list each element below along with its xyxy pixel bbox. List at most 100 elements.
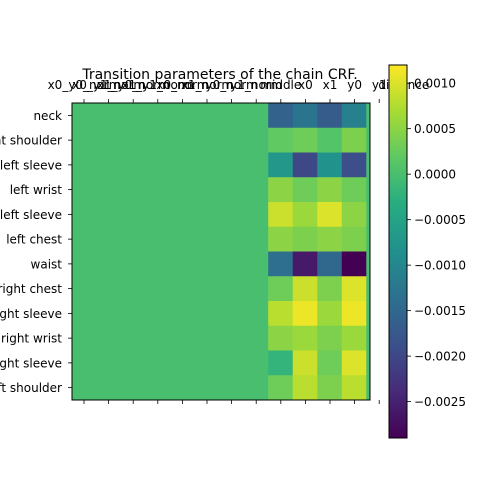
heatmap-cell — [170, 202, 196, 228]
heatmap-cell — [72, 226, 98, 252]
heatmap-cell — [145, 177, 171, 203]
heatmap-cell — [268, 251, 294, 277]
heatmap-cell — [194, 177, 220, 203]
heatmap-cell — [121, 127, 147, 153]
heatmap-cell — [145, 251, 171, 277]
heatmap-cell — [317, 325, 343, 351]
heatmap-cell — [170, 152, 196, 178]
heatmap-cell — [341, 127, 367, 153]
heatmap-cell — [72, 350, 98, 376]
heatmap-cell — [317, 276, 343, 302]
heatmap-cell — [243, 127, 269, 153]
heatmap-cell — [366, 276, 370, 302]
heatmap-cell — [243, 325, 269, 351]
heatmap-cell — [243, 375, 269, 401]
heatmap-cell — [72, 375, 98, 401]
x-tick-label: middle — [260, 78, 301, 92]
heatmap-cell — [194, 202, 220, 228]
heatmap-cell — [317, 103, 343, 129]
heatmap-cell — [72, 276, 98, 302]
heatmap-cell — [292, 325, 318, 351]
heatmap-cell — [268, 350, 294, 376]
heatmap-cell — [96, 127, 122, 153]
heatmap-cell — [317, 375, 343, 401]
heatmap-cell — [121, 177, 147, 203]
heatmap-cell — [268, 375, 294, 401]
heatmap-cell — [121, 301, 147, 327]
heatmap-cell — [170, 251, 196, 277]
heatmap-cell — [194, 301, 220, 327]
colorbar-tick-label: −0.0025 — [414, 395, 466, 409]
heatmap-cell — [317, 350, 343, 376]
heatmap-cell — [317, 202, 343, 228]
colorbar-tick-label: −0.0005 — [414, 213, 466, 227]
heatmap-cell — [96, 325, 122, 351]
heatmap-cell — [194, 226, 220, 252]
heatmap-cell — [219, 251, 245, 277]
heatmap-cell — [170, 127, 196, 153]
heatmap-cell — [341, 177, 367, 203]
heatmap-cell — [341, 103, 367, 129]
heatmap-cell — [341, 276, 367, 302]
heatmap-cell — [72, 127, 98, 153]
heatmap-cell — [243, 301, 269, 327]
heatmap-cell — [341, 375, 367, 401]
x-tick-label: y1 — [372, 78, 387, 92]
heatmap-cell — [145, 325, 171, 351]
heatmap-cell — [268, 226, 294, 252]
colorbar: 0.0010 0.0005 0.0000 −0.0005 −0.0010 −0.0015 −… — [388, 64, 466, 439]
heatmap-cell — [292, 127, 318, 153]
y-tick-label: right chest — [0, 282, 62, 296]
colorbar-tick-label: −0.0010 — [414, 259, 466, 273]
heatmap-cell — [219, 276, 245, 302]
x-tick-label: x1 — [323, 78, 338, 92]
heatmap-cell — [121, 226, 147, 252]
heatmap-cell — [219, 152, 245, 178]
heatmap-cell — [121, 276, 147, 302]
y-tick-labels: neck right shoulder left sleeve left wrist l… — [0, 109, 72, 395]
heatmap-cell — [121, 202, 147, 228]
heatmap-cell — [145, 202, 171, 228]
heatmap-cell — [145, 152, 171, 178]
heatmap-cell — [121, 325, 147, 351]
colorbar-tick-label: 0.0010 — [414, 77, 456, 91]
heatmap-cell — [317, 301, 343, 327]
heatmap-cell — [292, 350, 318, 376]
y-tick-label: left chest — [6, 233, 62, 247]
heatmap-cell — [121, 375, 147, 401]
y-tick-label: left wrist — [10, 183, 63, 197]
heatmap-cell — [170, 375, 196, 401]
heatmap-cell — [243, 103, 269, 129]
heatmap-cell — [96, 251, 122, 277]
y-tick-label: left sleeve — [0, 158, 62, 172]
x-tick-labels: x0_y0_normx0_y1_normx1_y0_normx1_y1_norm… — [48, 78, 429, 404]
heatmap-cell — [317, 177, 343, 203]
heatmap-cell — [292, 103, 318, 129]
heatmap-cell — [194, 127, 220, 153]
x-tick-label: x0_norm — [156, 78, 208, 92]
heatmap-cells — [72, 103, 370, 401]
heatmap-cell — [268, 177, 294, 203]
heatmap-cell — [292, 276, 318, 302]
heatmap-cell — [170, 103, 196, 129]
heatmap-cell — [366, 325, 370, 351]
x-tick-label: y1_norm — [230, 78, 282, 92]
heatmap-cell — [341, 251, 367, 277]
heatmap-cell — [292, 202, 318, 228]
heatmap-cell — [341, 325, 367, 351]
heatmap-cell — [219, 177, 245, 203]
heatmap-cell — [243, 350, 269, 376]
y-tick-label: left shoulder — [0, 381, 62, 395]
y-tick-label: right shoulder — [0, 134, 62, 148]
heatmap-cell — [317, 152, 343, 178]
heatmap-cell — [268, 301, 294, 327]
heatmap-cell — [72, 301, 98, 327]
heatmap-cell — [194, 103, 220, 129]
x-tick-label: y0_norm — [206, 78, 258, 92]
y-tick-label: waist — [31, 257, 63, 271]
x-tick-label: x1_norm — [181, 78, 233, 92]
heatmap-cell — [72, 202, 98, 228]
heatmap-cell — [96, 226, 122, 252]
heatmap-cell — [121, 251, 147, 277]
heatmap-cell — [194, 375, 220, 401]
